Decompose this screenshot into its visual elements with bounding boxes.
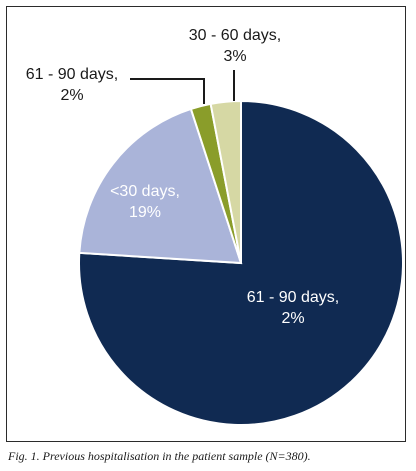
label-61-90-days-large: 61 - 90 days, 2% bbox=[247, 289, 340, 327]
leader-line-61-90-days-small bbox=[130, 78, 205, 104]
label-61-90-days-small: 61 - 90 days, 2% bbox=[26, 66, 119, 104]
label-30-60-days: 30 - 60 days, 3% bbox=[189, 27, 282, 65]
label-under-30-days: <30 days, 19% bbox=[110, 183, 180, 221]
slice-under-30-days bbox=[78, 107, 243, 265]
figure-caption: Fig. 1. Previous hospitalisation in the … bbox=[8, 449, 311, 463]
slice-30-60-days bbox=[209, 99, 242, 264]
